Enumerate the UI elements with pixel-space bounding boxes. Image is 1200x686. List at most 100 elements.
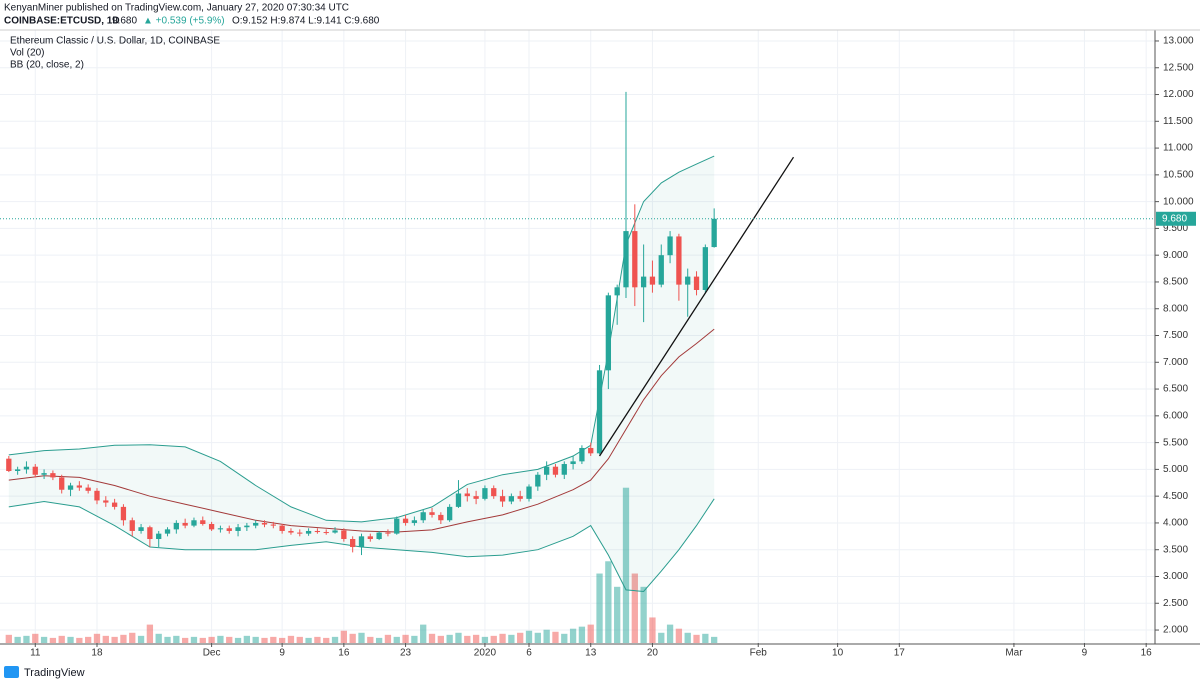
volume-bar [323,637,330,643]
ohlc: O:9.152 H:9.874 L:9.141 C:9.680 [232,16,380,27]
candle-body [411,520,418,523]
candle-body [711,218,717,248]
y-tick-label: 8.500 [1163,277,1188,288]
y-tick-label: 2.500 [1163,598,1188,609]
indicator: Vol (20) [10,48,44,59]
y-tick-label: 9.000 [1163,250,1188,261]
bb-basis [8,328,715,533]
volume-bar [23,635,30,643]
x-tick-label: 20 [647,648,659,659]
volume-bar [199,637,206,643]
candle-body [552,466,559,475]
y-tick-label: 4.000 [1163,518,1188,529]
candle-body [111,502,118,507]
volume-bar [675,628,683,643]
volume-bar [182,637,189,643]
candle-body [41,473,47,475]
volume-bar [437,635,444,643]
axes: 2.000 2.500 3.000 3.500 4.000 4.500 5.000 5.500… [30,36,1196,659]
volume-bar [85,636,92,643]
candle-body [420,512,426,521]
candle-body [623,231,629,288]
y-tick-label: 2.000 [1163,625,1188,636]
volume-bar [517,632,524,643]
candle-body [297,532,303,534]
volume-bar [693,634,700,643]
candle-body [279,525,285,531]
candle-body [138,527,144,531]
volume-pane [5,487,718,643]
volume-bar [402,634,409,643]
candle-body [367,536,373,540]
candle-body [261,522,268,525]
volume-bar [14,636,21,643]
candle-body [579,447,585,462]
candle-body [482,488,488,499]
volume-bar [543,629,550,643]
x-tick-label: 13 [585,648,597,659]
x-tick-label: 16 [1141,648,1153,659]
candle-body [103,500,109,503]
volume-bar [129,632,136,643]
y-tick-label: 11.500 [1163,116,1193,127]
volume-bar [287,635,295,643]
volume-bar [561,633,568,643]
candle-body [685,276,691,285]
candle-body [376,532,382,540]
candle-body [447,506,453,521]
candle-body [85,487,91,491]
candle-body [561,464,567,475]
candle-body [314,530,321,533]
brand: TradingView [24,667,85,679]
y-tick-label: 7.000 [1163,357,1188,368]
candle-body [208,524,215,530]
volume-bar [481,636,489,643]
symbol: COINBASE:ETCUSD, 1D [4,16,120,27]
y-tick-label: 13.000 [1163,36,1194,47]
volume-bar [296,636,303,643]
volume-bar [314,636,321,643]
volume-bar [640,586,647,643]
candle-body [50,473,56,478]
volume-bar [614,586,621,643]
volume-bar [120,634,127,643]
y-tick-label: 10.000 [1163,196,1194,207]
candle-body [94,490,100,501]
volume-bar [67,636,74,643]
volume-bar [340,630,347,643]
volume-bar [111,636,118,643]
candle-body [676,236,682,285]
candle-body [6,458,12,471]
candle-body [217,528,224,530]
volume-bar [349,633,356,643]
volume-bar [499,633,506,643]
candle-body [156,533,162,540]
volume-bar [596,573,603,643]
volume-bar [155,633,162,643]
candle-body [614,287,620,296]
volume-bar [622,487,630,643]
candle-body [358,536,365,548]
x-tick-label: Mar [1005,648,1023,659]
candle-body [640,276,647,288]
volume-bar [411,635,418,643]
candle-body [588,447,594,454]
volume-bar [146,624,154,643]
volume-bar [270,636,277,643]
candle-body [570,461,576,465]
candle-body [464,493,470,497]
author-line: KenyanMiner published on TradingView.com… [4,3,349,14]
volume-bar [552,631,559,643]
volume-bar [49,637,57,643]
y-tick-label: 8.000 [1163,303,1188,314]
volume-bar [40,636,48,643]
candle-body [67,485,74,490]
volume-bar [525,630,533,643]
candle-body [253,522,259,526]
candle-body [649,276,656,285]
candle-body [341,530,347,540]
volume-bar [173,635,180,643]
volume-bar [243,635,251,643]
volume-bar [252,636,259,643]
